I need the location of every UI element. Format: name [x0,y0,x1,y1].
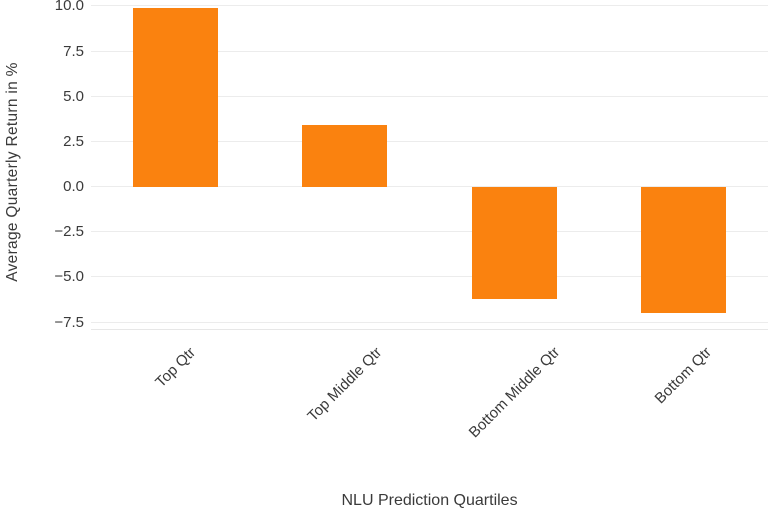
xtick-label-top-qtr: Top Qtr [152,343,200,391]
gridline-y7.5 [91,50,768,52]
gridline-y2.5 [91,140,768,142]
gridline-y10 [91,5,768,7]
xtick-label-bottom-qtr: Bottom Qtr [651,344,715,408]
ytick-label: 10.0 [54,0,84,15]
gridline-y-2.5 [91,231,768,233]
xtick-label-top-middle-qtr: Top Middle Qtr [304,344,386,426]
plot-area [91,0,768,330]
ytick-label: −7.5 [54,313,84,331]
y-axis-title: Average Quarterly Return in % [3,62,21,282]
xtick-label-bottom-middle-qtr: Bottom Middle Qtr [465,344,563,442]
ytick-label: −5.0 [54,268,84,286]
gridline-y5 [91,95,768,97]
bar-top-qtr [133,7,219,187]
x-axis-line [91,329,768,330]
gridline-y-7.5 [91,321,768,323]
ytick-label: −2.5 [54,223,84,241]
bar-bottom-middle-qtr [471,186,557,299]
ytick-label: 7.5 [63,42,84,60]
gridline-y0 [91,186,768,188]
gridline-y-5 [91,276,768,278]
ytick-label: 2.5 [63,132,84,150]
bar-top-middle-qtr [302,125,388,187]
ytick-label: 0.0 [63,178,84,196]
bar-bottom-qtr [640,186,726,313]
x-axis-title: NLU Prediction Quartiles [341,492,518,509]
ytick-label: 5.0 [63,87,84,105]
